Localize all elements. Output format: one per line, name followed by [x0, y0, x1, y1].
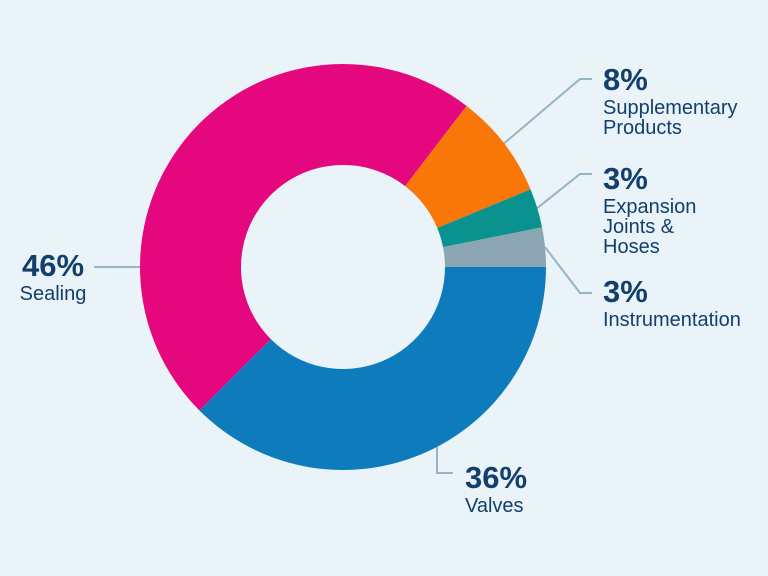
expansion-joints-name-line1: Expansion	[603, 196, 697, 218]
valves-percent: 36%	[465, 460, 528, 495]
supplementary-products-name-line2: Products	[603, 117, 682, 139]
callout-instrumentation: 3% Instrumentation	[603, 276, 741, 330]
supplementary-products-percent: 8%	[603, 62, 648, 97]
instrumentation-name: Instrumentation	[603, 309, 741, 331]
supplementary-products-name-line1: Supplementary	[603, 97, 738, 119]
expansion-joints-name-line3: Hoses	[603, 236, 660, 258]
instrumentation-percent: 3%	[603, 274, 648, 309]
valves-name: Valves	[465, 495, 524, 517]
expansion-joints-percent: 3%	[603, 161, 648, 196]
connector-valves	[435, 446, 453, 474]
slice-supplementary-products	[405, 105, 531, 228]
sealing-percent: 46%	[21, 248, 85, 283]
connector-supplementary-products	[503, 78, 592, 145]
connector-expansion-joints-hoses	[536, 173, 592, 209]
connector-instrumentation	[544, 246, 592, 294]
slice-valves	[199, 267, 546, 470]
slice-instrumentation	[443, 227, 546, 267]
expansion-joints-name-line2: Joints &	[603, 216, 675, 238]
callout-expansion-joints-hoses: 3% Expansion Joints & Hoses	[603, 163, 696, 257]
callout-supplementary-products: 8% Supplementary Products	[603, 64, 738, 138]
callout-sealing: 46% Sealing	[13, 250, 93, 304]
callout-valves: 36% Valves	[465, 462, 527, 516]
sealing-name: Sealing	[19, 283, 87, 305]
slice-sealing	[139, 63, 467, 411]
slice-expansion-joints-hoses	[437, 189, 543, 248]
